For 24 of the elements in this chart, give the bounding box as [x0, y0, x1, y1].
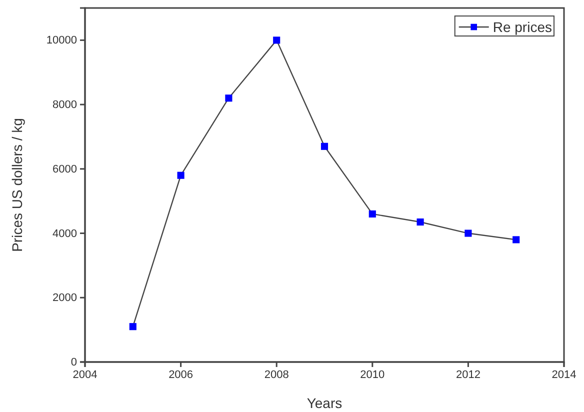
y-tick-label: 6000	[52, 163, 77, 176]
y-tick-label: 0	[70, 356, 77, 369]
x-tick-label: 2012	[456, 368, 480, 381]
y-axis-title: Prices US dollers / kg	[9, 118, 25, 252]
y-tick-label: 4000	[52, 228, 77, 240]
x-tick-label: 2010	[360, 368, 385, 381]
x-tick-label: 2006	[168, 368, 194, 381]
point	[320, 142, 328, 150]
point	[368, 210, 376, 218]
y-tick-label: 10000	[46, 34, 77, 47]
x-tick-label: 2004	[72, 368, 98, 381]
point	[129, 323, 136, 330]
point	[416, 218, 424, 226]
point	[225, 94, 232, 102]
y-tick-label: 8000	[52, 99, 77, 112]
x-axis-title: Years	[306, 395, 342, 411]
x-tick-label: 2008	[264, 368, 289, 381]
point	[512, 236, 520, 244]
point	[273, 36, 280, 44]
legend-label: Re prices	[492, 19, 552, 35]
point	[464, 230, 472, 237]
x-tick-label: 2014	[552, 368, 576, 381]
point	[177, 172, 184, 179]
y-tick-label: 2000	[52, 292, 77, 304]
